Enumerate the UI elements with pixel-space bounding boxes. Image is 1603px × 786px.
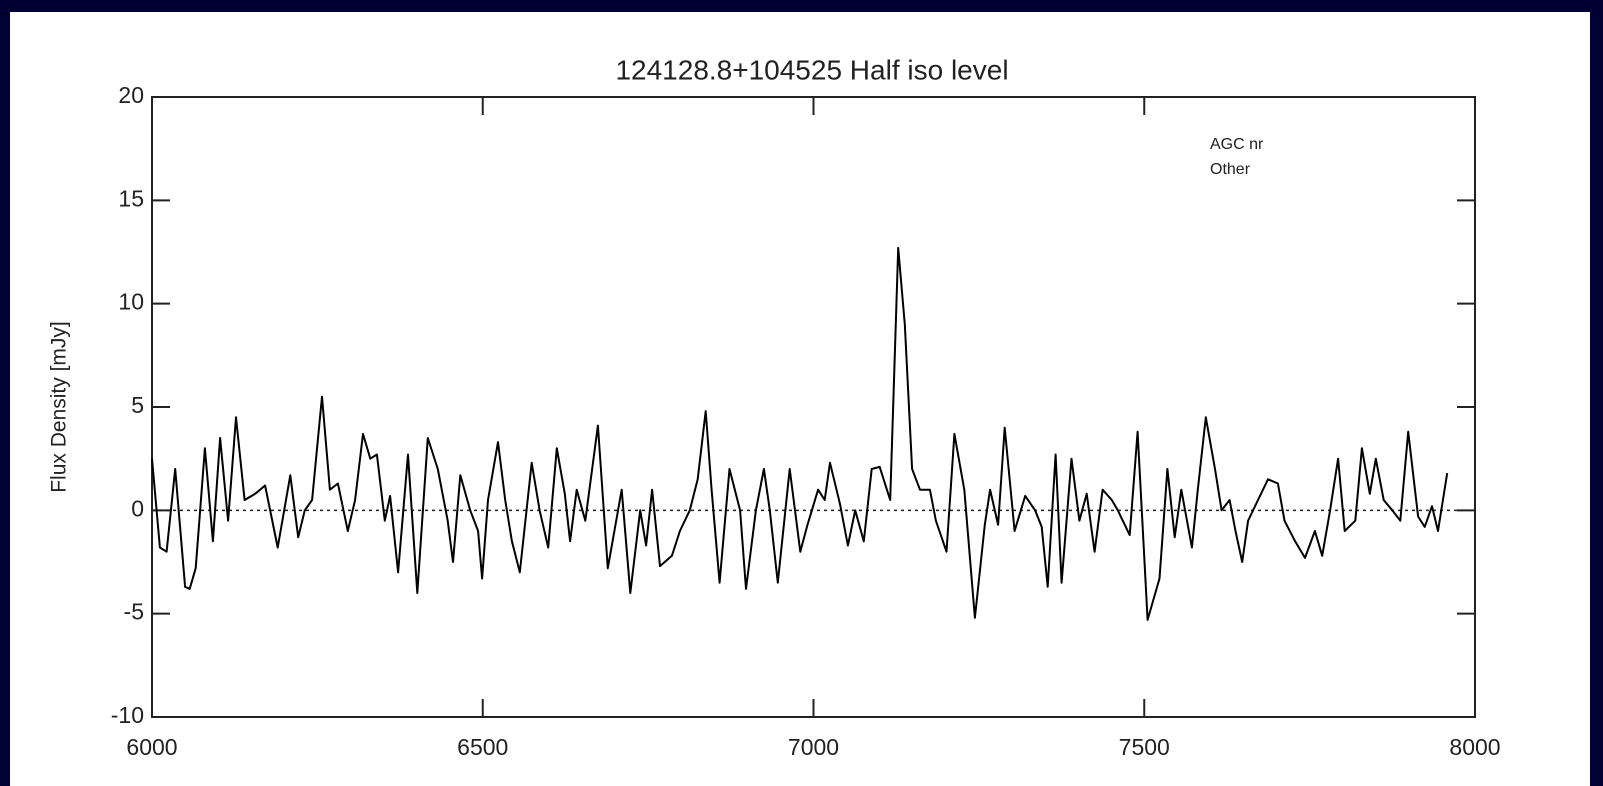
y-tick-label: 15	[118, 185, 144, 211]
panel	[10, 12, 1590, 786]
y-tick-label: 20	[118, 82, 144, 108]
y-tick-label: 5	[131, 392, 144, 418]
x-tick-label: 8000	[1449, 734, 1500, 760]
x-tick-label: 6000	[126, 734, 177, 760]
y-axis-label: Flux Density [mJy]	[48, 321, 71, 493]
annotation: Other	[1210, 161, 1251, 178]
x-tick-label: 7500	[1119, 734, 1170, 760]
annotation: AGC nr	[1210, 136, 1264, 153]
x-tick-label: 7000	[788, 734, 839, 760]
y-tick-label: -5	[124, 599, 144, 625]
chart-title: 124128.8+104525 Half iso level	[615, 54, 1008, 85]
y-tick-label: -10	[111, 702, 144, 728]
spectrum-line	[151, 246, 1449, 621]
x-tick-label: 6500	[457, 734, 508, 760]
y-tick-label: 0	[131, 495, 144, 521]
y-tick-label: 10	[118, 289, 144, 315]
